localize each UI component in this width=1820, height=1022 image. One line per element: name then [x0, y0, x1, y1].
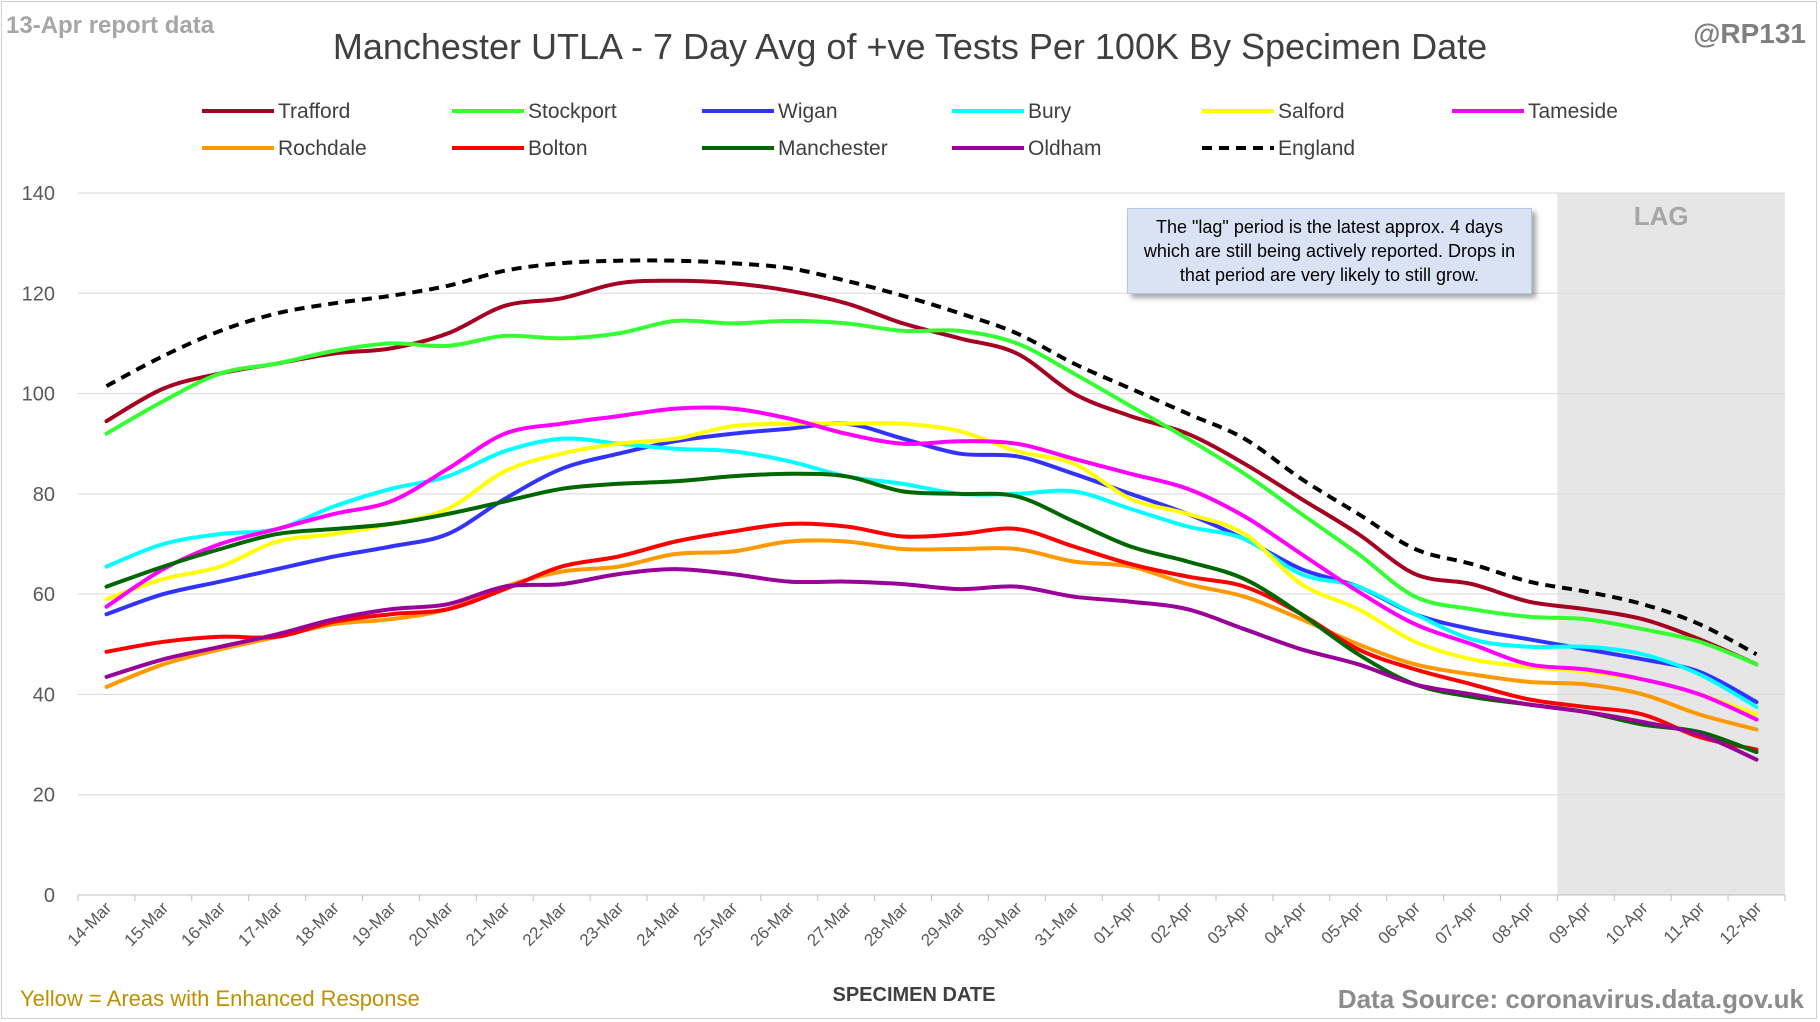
y-tick-label: 0	[44, 885, 55, 907]
series-line-bolton	[104, 521, 1759, 752]
x-tick-label: 11-Apr	[1660, 898, 1709, 947]
y-tick-label: 20	[33, 785, 55, 807]
series-line-salford	[104, 421, 1759, 717]
x-tick-label: 31-Mar	[1031, 898, 1083, 950]
y-tick-label: 60	[33, 584, 55, 606]
x-tick-label: 29-Mar	[917, 898, 969, 950]
chart-title: Manchester UTLA - 7 Day Avg of +ve Tests…	[332, 26, 1488, 67]
series-line-stockport	[104, 318, 1759, 667]
author-handle: @RP131	[1693, 18, 1806, 49]
x-tick-label: 18-Mar	[291, 898, 343, 950]
legend: Trafford Stockport Wigan Bury Salford Tamesid…	[202, 100, 1618, 160]
series-line-rochdale	[104, 538, 1759, 732]
lag-label: LAG	[1634, 201, 1689, 231]
x-tick-label: 04-Apr	[1261, 898, 1311, 948]
series-line-bury	[104, 436, 1759, 709]
series-line-manchester	[104, 471, 1759, 755]
x-tick-label: 20-Mar	[405, 898, 457, 950]
x-tick-label: 15-Mar	[121, 898, 173, 950]
legend-entry-bury: Bury	[1028, 100, 1072, 123]
legend-entry-manchester: Manchester	[778, 137, 888, 160]
x-tick-label: 14-Mar	[64, 898, 116, 950]
x-axis-title: SPECIMEN DATE	[833, 984, 996, 1006]
x-tick-label: 23-Mar	[576, 898, 628, 950]
legend-entry-oldham: Oldham	[1028, 137, 1102, 160]
legend-entry-tameside: Tameside	[1528, 100, 1618, 123]
x-tick-label: 09-Apr	[1545, 898, 1595, 948]
y-tick-label: 80	[33, 484, 55, 506]
grid-lines	[78, 192, 1785, 896]
lag-period-band	[1557, 193, 1785, 895]
legend-entry-salford: Salford	[1278, 100, 1345, 123]
x-tick-label: 19-Mar	[348, 898, 400, 950]
series-lines	[104, 258, 1759, 762]
y-tick-label: 100	[22, 384, 55, 406]
x-tick-label: 27-Mar	[803, 898, 855, 950]
x-tick-label: 17-Mar	[234, 898, 286, 950]
legend-entry-rochdale: Rochdale	[278, 137, 367, 160]
x-tick-label: 10-Apr	[1602, 898, 1652, 948]
x-tick-label: 06-Apr	[1374, 898, 1424, 948]
x-tick-label: 16-Mar	[178, 898, 230, 950]
report-date-label: 13-Apr report data	[6, 12, 215, 39]
series-line-tameside	[104, 405, 1759, 722]
legend-entry-stockport: Stockport	[528, 100, 617, 123]
x-tick-label: 12-Apr	[1716, 898, 1766, 948]
y-tick-label: 120	[22, 283, 55, 305]
x-tick-label: 08-Apr	[1488, 898, 1538, 948]
series-line-england	[105, 258, 1758, 657]
x-tick-label: 01-Apr	[1090, 898, 1140, 948]
x-tick-label: 25-Mar	[690, 898, 742, 950]
legend-entry-bolton: Bolton	[528, 137, 588, 160]
y-axis-ticks: 0 20 40 60 80 100 120 140	[22, 183, 55, 907]
x-tick-label: 30-Mar	[974, 898, 1026, 950]
data-source: Data Source: coronavirus.data.gov.uk	[1337, 984, 1804, 1014]
x-tick-label: 24-Mar	[633, 898, 685, 950]
series-line-trafford	[104, 278, 1759, 667]
y-tick-label: 140	[22, 183, 55, 205]
enhanced-response-note: Yellow = Areas with Enhanced Response	[20, 986, 420, 1011]
series-line-oldham	[104, 567, 1759, 762]
x-tick-label: 22-Mar	[519, 898, 571, 950]
legend-entry-england: England	[1278, 137, 1355, 160]
x-tick-label: 28-Mar	[860, 898, 912, 950]
legend-entry-trafford: Trafford	[278, 100, 350, 123]
x-tick-label: 05-Apr	[1318, 898, 1368, 948]
x-axis-ticks: 14-Mar 15-Mar 16-Mar 17-Mar 18-Mar 19-Mar 20-M…	[64, 895, 1786, 950]
x-tick-label: 07-Apr	[1431, 898, 1481, 948]
x-tick-label: 03-Apr	[1204, 898, 1254, 948]
x-tick-label: 21-Mar	[462, 898, 514, 950]
y-tick-label: 40	[33, 684, 55, 706]
lag-note-box: The "lag" period is the latest approx. 4…	[1127, 208, 1532, 294]
series-line-wigan	[104, 421, 1759, 704]
x-tick-label: 02-Apr	[1147, 898, 1197, 948]
legend-entry-wigan: Wigan	[778, 100, 838, 123]
x-tick-label: 26-Mar	[747, 898, 799, 950]
